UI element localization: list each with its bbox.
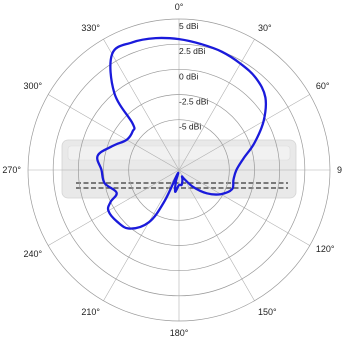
grid-ring-1 (103, 94, 255, 246)
data-point-100 (232, 178, 235, 181)
data-point-130 (205, 192, 208, 195)
data-point-245 (109, 201, 112, 203)
ring-label-3: 2.5 dBi (179, 46, 206, 56)
ring-label-2: 0 dBi (179, 71, 198, 81)
ring-label-0: -5 dBi (179, 122, 201, 132)
data-point-190 (174, 190, 177, 193)
angle-label-60: 60° (316, 81, 330, 91)
data-point-290 (111, 145, 114, 147)
grid-ring-0 (128, 119, 230, 221)
data-point-220 (128, 227, 131, 230)
grid-ring-3 (52, 43, 306, 297)
data-point-320 (113, 92, 116, 94)
data-point-90 (235, 169, 238, 171)
data-point-180 (178, 184, 180, 187)
data-point-330 (111, 53, 113, 55)
data-point-150 (183, 177, 185, 180)
data-point-40 (255, 77, 257, 80)
polar-grid (27, 18, 331, 322)
data-point-195 (175, 180, 177, 183)
angle-label-240: 240° (24, 249, 43, 259)
data-point-270 (100, 169, 103, 171)
angle-label-0: 0° (175, 2, 184, 12)
angle-label-90: 90 (337, 165, 342, 175)
data-point-250 (115, 191, 118, 194)
data-point-140 (192, 186, 195, 188)
data-point-50 (264, 96, 267, 99)
angle-label-120: 120° (316, 244, 335, 254)
data-point-260 (103, 182, 106, 185)
ring-label-4: 5 dBi (179, 21, 198, 31)
angle-label-300: 300° (24, 81, 43, 91)
data-point-205 (163, 201, 166, 203)
grid-ring-2 (77, 68, 281, 272)
data-point-310 (131, 130, 134, 133)
data-point-160 (181, 178, 184, 181)
pattern-series (96, 36, 268, 230)
data-point-240 (107, 209, 110, 212)
data-point-30 (239, 62, 242, 65)
data-point-70 (253, 141, 256, 144)
data-point-315 (131, 122, 134, 125)
angle-label-330: 330° (81, 23, 100, 33)
data-point-110 (231, 188, 233, 191)
data-point-300 (125, 138, 128, 141)
data-point-120 (219, 193, 222, 196)
polar-labels: -5 dBi -2.5 dBi 0 dBi 2.5 dBi 5 dBi 0° 30° 60° 9… (2, 2, 342, 338)
angle-label-180: 180° (170, 328, 189, 338)
grid-ring-4 (27, 18, 331, 322)
data-point-280 (96, 154, 99, 157)
data-point-0 (178, 38, 180, 40)
angle-label-210: 210° (81, 307, 100, 317)
data-point-20 (221, 50, 223, 53)
data-point-210 (147, 221, 150, 224)
ring-label-1: -2.5 dBi (179, 97, 208, 107)
angle-label-270: 270° (2, 165, 21, 175)
angle-label-150: 150° (258, 307, 277, 317)
angle-label-30: 30° (258, 23, 272, 33)
data-point-155 (181, 175, 183, 178)
data-point-230 (116, 220, 119, 223)
data-point-170 (180, 184, 183, 186)
data-point-350 (154, 37, 157, 39)
data-point-10 (200, 43, 203, 45)
series-line-0 (96, 36, 268, 230)
data-point-80 (242, 157, 245, 160)
data-point-340 (131, 41, 134, 44)
data-point-200 (176, 172, 179, 175)
data-point-60 (262, 120, 265, 123)
